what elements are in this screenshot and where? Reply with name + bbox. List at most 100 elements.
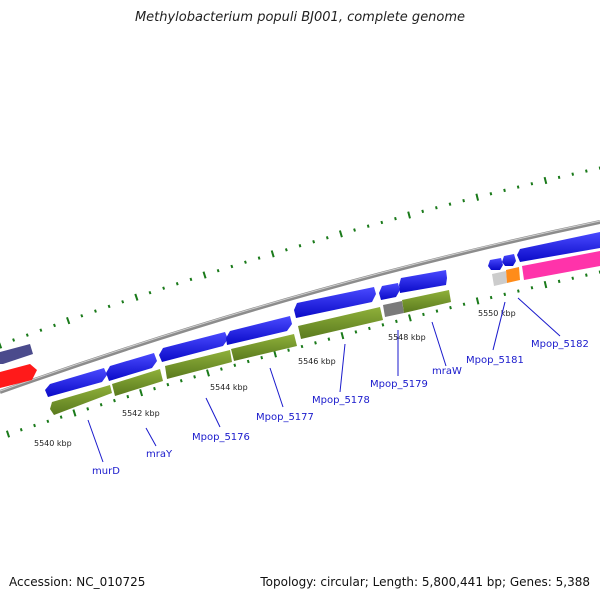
forward-genes	[45, 232, 600, 397]
scale-tick	[244, 260, 247, 264]
scale-tick	[300, 344, 304, 349]
leader-mraY	[145, 427, 157, 447]
gene-labels: murD mraY Mpop_5176 Mpop_5177 Mpop_5178 …	[92, 339, 589, 477]
scale-tick	[25, 333, 29, 337]
accession-text: Accession: NC_010725	[9, 575, 146, 589]
scale-tick	[366, 224, 370, 228]
gene-Mpop_5179	[379, 283, 400, 300]
gene-red-partial	[0, 364, 37, 388]
scale-tick	[94, 309, 97, 313]
gene-pink	[522, 251, 600, 280]
scale-tick	[503, 188, 506, 193]
scale-tick	[134, 293, 139, 301]
scale-tick	[340, 331, 345, 340]
scale-tick	[381, 323, 385, 327]
genome-backbone-highlight	[0, 220, 600, 392]
gene-Mpop_5177	[226, 316, 292, 345]
scale-tick	[39, 328, 43, 332]
scale-tick	[189, 277, 193, 282]
scale-tick	[298, 244, 302, 248]
scale-tick	[179, 379, 183, 383]
leader-Mpop_5178	[339, 343, 346, 393]
gene-label: Mpop_5182	[531, 339, 589, 350]
scale-tick	[139, 389, 144, 397]
scale-tick	[449, 305, 452, 310]
scale-label: 5540 kbp	[34, 439, 72, 448]
inner-tick-arc	[5, 270, 600, 438]
gene-purple-partial	[0, 344, 33, 364]
scale-tick	[585, 273, 588, 277]
scale-tick	[216, 268, 220, 273]
scale-label: 5546 kbp	[298, 357, 336, 366]
gene-mraW	[399, 270, 447, 293]
genome-summary-text: Topology: circular; Length: 5,800,441 bp…	[260, 575, 590, 589]
scale-tick	[435, 309, 439, 313]
scale-tick	[557, 175, 561, 180]
outer-tick-arc	[0, 166, 600, 349]
scale-tick	[312, 240, 316, 244]
scale-tick	[516, 185, 520, 189]
scale-labels: 5540 kbp 5542 kbp 5544 kbp 5546 kbp 5548…	[34, 309, 516, 448]
scale-tick	[287, 348, 290, 352]
scale-tick	[12, 338, 16, 342]
scale-tick	[99, 403, 103, 407]
scale-tick	[206, 369, 210, 377]
scale-tick	[543, 280, 548, 289]
scale-tick	[435, 206, 438, 210]
gene-Mpop_5181b	[502, 254, 516, 266]
scale-tick	[314, 341, 317, 345]
scale-tick	[126, 394, 130, 399]
gene-label: Mpop_5181	[466, 355, 524, 366]
scale-tick	[162, 286, 166, 290]
scale-tick	[0, 342, 3, 349]
scale-label: 5550 kbp	[478, 309, 516, 318]
leader-murD	[87, 419, 104, 463]
scale-tick	[475, 297, 480, 305]
leader-mraW	[431, 321, 447, 367]
scale-tick	[80, 314, 84, 318]
scale-tick	[489, 192, 493, 196]
scale-tick	[585, 169, 588, 173]
scale-tick	[59, 415, 63, 419]
scale-tick	[408, 314, 412, 322]
scale-tick	[53, 323, 56, 328]
scale-tick	[557, 279, 561, 284]
scale-tick	[153, 386, 156, 391]
scale-label: 5544 kbp	[210, 383, 248, 392]
scale-tick	[380, 220, 384, 225]
scale-tick	[257, 256, 261, 260]
gene-Mpop_5178	[294, 287, 376, 318]
scale-tick	[338, 230, 343, 238]
gene-mraY-rev	[112, 369, 163, 396]
gene-Mpop_5176-rev	[165, 350, 232, 379]
scale-tick	[422, 312, 425, 317]
scale-tick	[571, 172, 575, 176]
scale-tick	[530, 182, 534, 186]
scale-tick	[517, 289, 520, 293]
map-title: Methylobacterium populi BJ001, complete …	[134, 10, 466, 25]
leader-Mpop_5177	[269, 367, 284, 408]
scale-tick	[530, 286, 534, 290]
scale-tick	[462, 198, 465, 203]
scale-tick	[354, 330, 358, 334]
gene-Mpop_5178-rev	[298, 307, 383, 339]
scale-label: 5542 kbp	[122, 409, 160, 418]
scale-tick	[395, 319, 398, 324]
gene-murD-rev	[50, 385, 112, 415]
scale-tick	[19, 428, 23, 432]
scale-tick	[284, 248, 288, 252]
leader-Mpop_5176	[205, 397, 221, 428]
scale-tick	[5, 430, 11, 438]
scale-tick	[571, 276, 575, 280]
scale-tick	[260, 355, 264, 360]
gene-label: murD	[92, 466, 120, 477]
scale-label: 5548 kbp	[388, 333, 426, 342]
gene-label: mraY	[146, 449, 173, 460]
scale-tick	[220, 367, 223, 371]
scale-tick	[462, 302, 466, 306]
scale-tick	[121, 300, 125, 304]
scale-tick	[107, 304, 111, 309]
scale-tick	[230, 264, 234, 269]
scale-tick	[273, 350, 277, 358]
gene-Mpop_5181a	[488, 258, 503, 270]
